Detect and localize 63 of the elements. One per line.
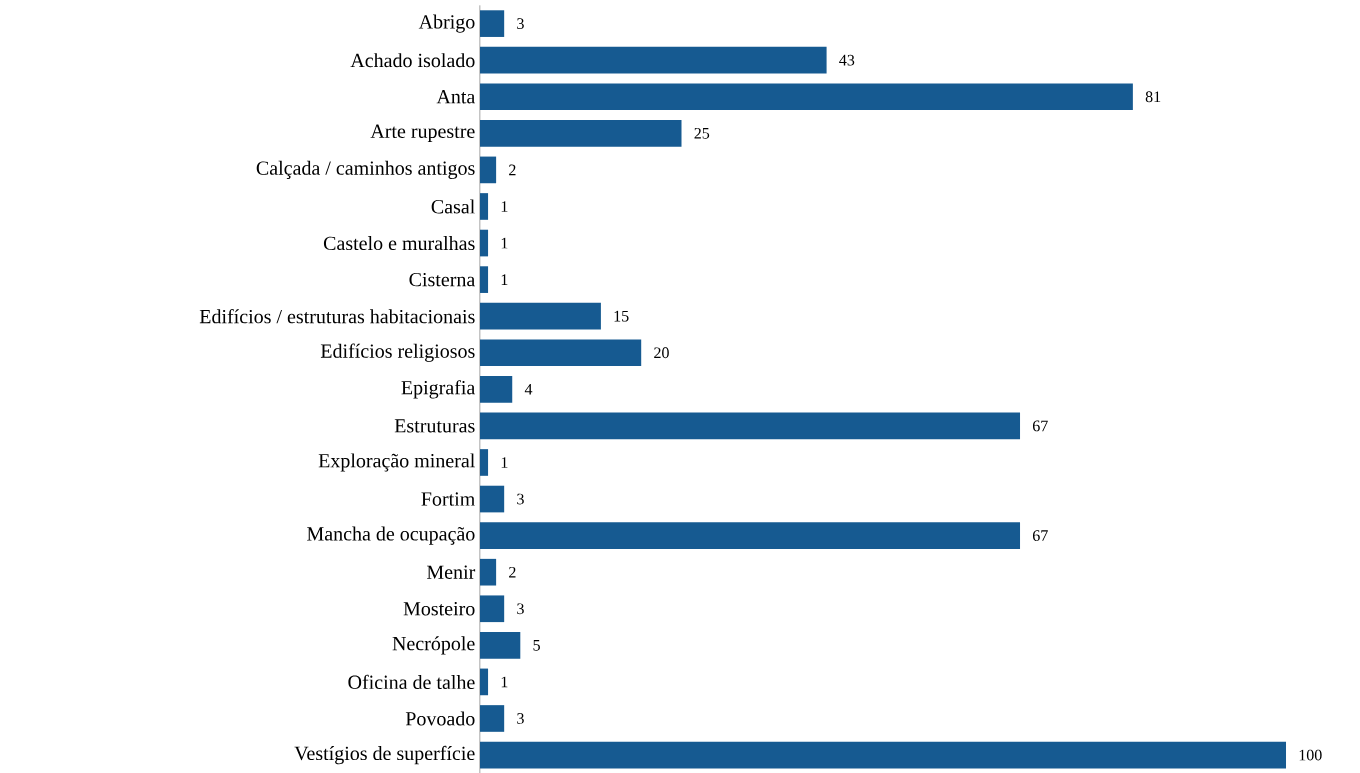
data-label: 5 bbox=[533, 639, 540, 651]
data-label: 1 bbox=[501, 676, 508, 688]
bar bbox=[480, 741, 1287, 769]
bar bbox=[480, 83, 1133, 110]
bar bbox=[480, 10, 505, 37]
bar bbox=[480, 266, 489, 293]
y-tick-label: Oficina de talhe bbox=[348, 674, 475, 689]
y-tick-label: Fortim bbox=[421, 492, 475, 506]
bar bbox=[480, 229, 489, 257]
data-label: 100 bbox=[1299, 749, 1322, 761]
data-label: 67 bbox=[1032, 420, 1048, 432]
data-label: 81 bbox=[1145, 91, 1161, 102]
bar bbox=[480, 339, 642, 366]
y-tick-label: Mancha de ocupação bbox=[307, 526, 475, 545]
bar bbox=[480, 302, 601, 330]
y-tick-label: Mosteiro bbox=[403, 601, 475, 616]
data-label: 25 bbox=[694, 127, 710, 139]
y-tick-label: Epigrafia bbox=[401, 379, 476, 399]
y-tick-label: Exploração mineral bbox=[318, 453, 475, 472]
y-tick-label: Arte rupestre bbox=[370, 124, 475, 142]
data-label: 3 bbox=[517, 712, 524, 724]
data-label: 1 bbox=[501, 274, 508, 285]
y-tick-label: Achado isolado bbox=[350, 53, 475, 68]
bar bbox=[480, 704, 505, 732]
bar bbox=[480, 631, 521, 659]
bar bbox=[480, 558, 497, 586]
bar bbox=[480, 156, 497, 184]
y-tick-label: Anta bbox=[436, 89, 476, 104]
y-tick-label: Calçada / caminhos antigos bbox=[256, 160, 475, 179]
bar bbox=[480, 595, 505, 622]
data-label: 43 bbox=[839, 54, 855, 66]
data-label: 15 bbox=[614, 310, 629, 322]
y-tick-label: Abrigo bbox=[418, 14, 475, 33]
bar bbox=[480, 522, 1021, 549]
bar bbox=[480, 375, 513, 403]
y-tick-label: Vestígios de superfície bbox=[294, 745, 475, 765]
y-tick-label: Edifícios / estruturas habitacionais bbox=[199, 308, 475, 324]
data-label: 4 bbox=[524, 383, 533, 395]
data-label: 67 bbox=[1032, 530, 1048, 541]
y-tick-label: Edifícios religiosos bbox=[320, 343, 475, 362]
y-tick-label: Casal bbox=[431, 199, 475, 214]
bar bbox=[480, 668, 489, 696]
y-tick-label: Povoado bbox=[405, 711, 475, 726]
data-label: 20 bbox=[654, 347, 669, 358]
bar bbox=[480, 485, 505, 513]
data-label: 3 bbox=[517, 493, 524, 505]
data-label: 3 bbox=[517, 18, 524, 29]
bar bbox=[480, 119, 682, 147]
y-tick-label: Menir bbox=[427, 565, 476, 579]
bar bbox=[480, 412, 1021, 440]
bar bbox=[480, 46, 827, 74]
bar bbox=[480, 448, 489, 476]
data-label: 1 bbox=[501, 457, 508, 468]
data-label: 1 bbox=[501, 201, 508, 212]
data-label: 2 bbox=[509, 164, 516, 176]
data-label: 1 bbox=[501, 237, 508, 249]
bar bbox=[480, 192, 489, 220]
data-label: 3 bbox=[517, 603, 524, 614]
y-tick-label: Castelo e muralhas bbox=[323, 235, 475, 250]
y-tick-label: Cisterna bbox=[409, 272, 476, 287]
y-tick-label: Necrópole bbox=[392, 636, 475, 655]
y-tick-label: Estruturas bbox=[394, 419, 475, 433]
data-label: 2 bbox=[509, 566, 516, 578]
